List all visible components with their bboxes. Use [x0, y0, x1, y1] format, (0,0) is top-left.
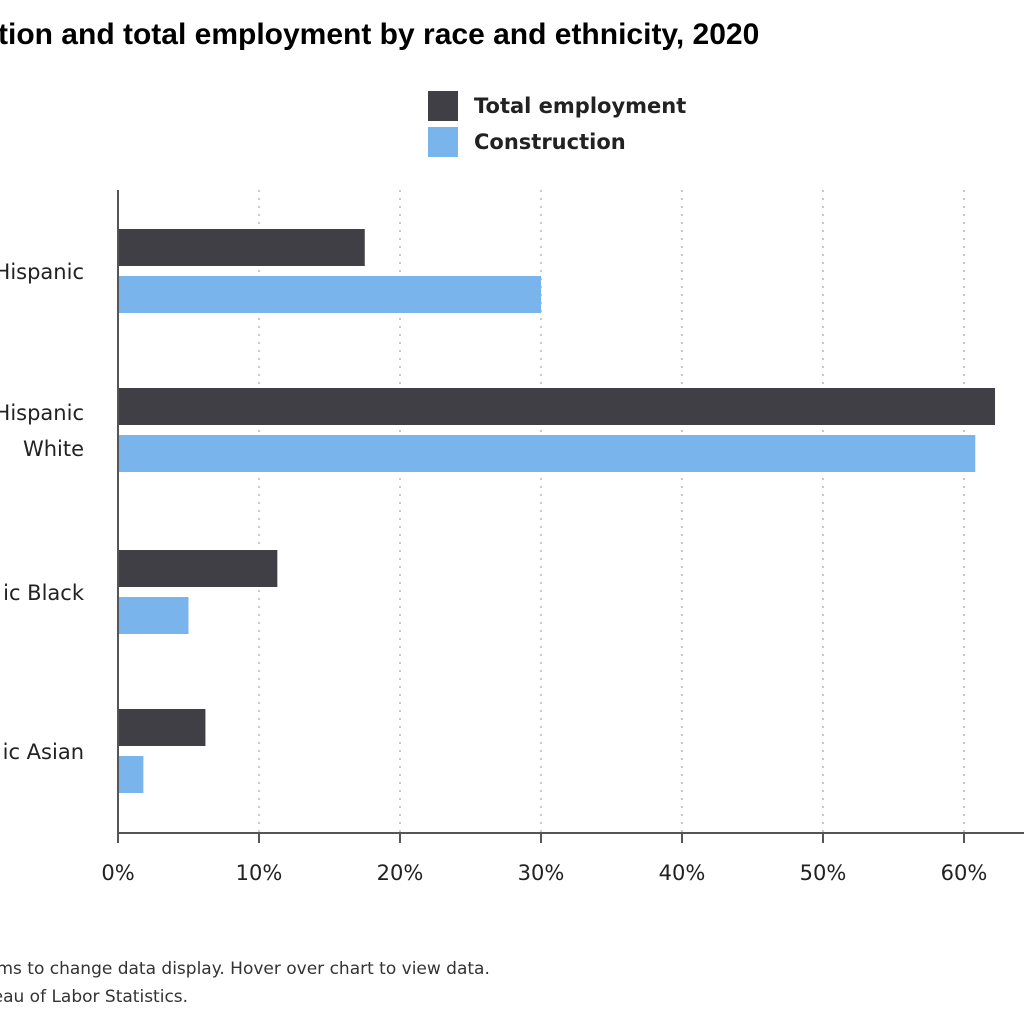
category-label: Hispanic: [0, 260, 84, 284]
bar-construction[interactable]: [118, 597, 189, 634]
x-tick-label: 50%: [800, 861, 847, 885]
bar-total-employment[interactable]: [118, 550, 278, 587]
legend-swatch-total-employment: [428, 91, 458, 121]
x-tick-label: 20%: [377, 861, 424, 885]
legend[interactable]: Total employment Construction: [428, 88, 686, 160]
x-tick-label: 10%: [236, 861, 283, 885]
chart-footer: ems to change data display. Hover over c…: [0, 955, 490, 1011]
category-label: White: [23, 437, 84, 461]
bar-total-employment[interactable]: [118, 709, 206, 746]
legend-label-total-employment: Total employment: [474, 94, 687, 118]
legend-item-total-employment[interactable]: Total employment: [428, 88, 686, 124]
bar-total-employment[interactable]: [118, 388, 996, 425]
x-tick-label: 60%: [941, 861, 988, 885]
x-tick-label: 40%: [659, 861, 706, 885]
category-label: Hispanic: [0, 401, 84, 425]
bar-total-employment[interactable]: [118, 229, 365, 266]
legend-swatch-construction: [428, 127, 458, 157]
footer-note: ems to change data display. Hover over c…: [0, 959, 490, 979]
legend-item-construction[interactable]: Construction: [428, 124, 686, 160]
footer-source: reau of Labor Statistics.: [0, 987, 189, 1007]
legend-label-construction: Construction: [474, 130, 626, 154]
chart-title: tion and total employment by race and et…: [0, 18, 760, 51]
bar-construction[interactable]: [118, 435, 976, 472]
bar-construction[interactable]: [118, 756, 144, 793]
category-label: ic Black: [3, 581, 85, 605]
category-label: ic Asian: [3, 740, 84, 764]
x-tick-label: 0%: [101, 861, 134, 885]
bar-construction[interactable]: [118, 276, 541, 313]
x-tick-label: 30%: [518, 861, 565, 885]
